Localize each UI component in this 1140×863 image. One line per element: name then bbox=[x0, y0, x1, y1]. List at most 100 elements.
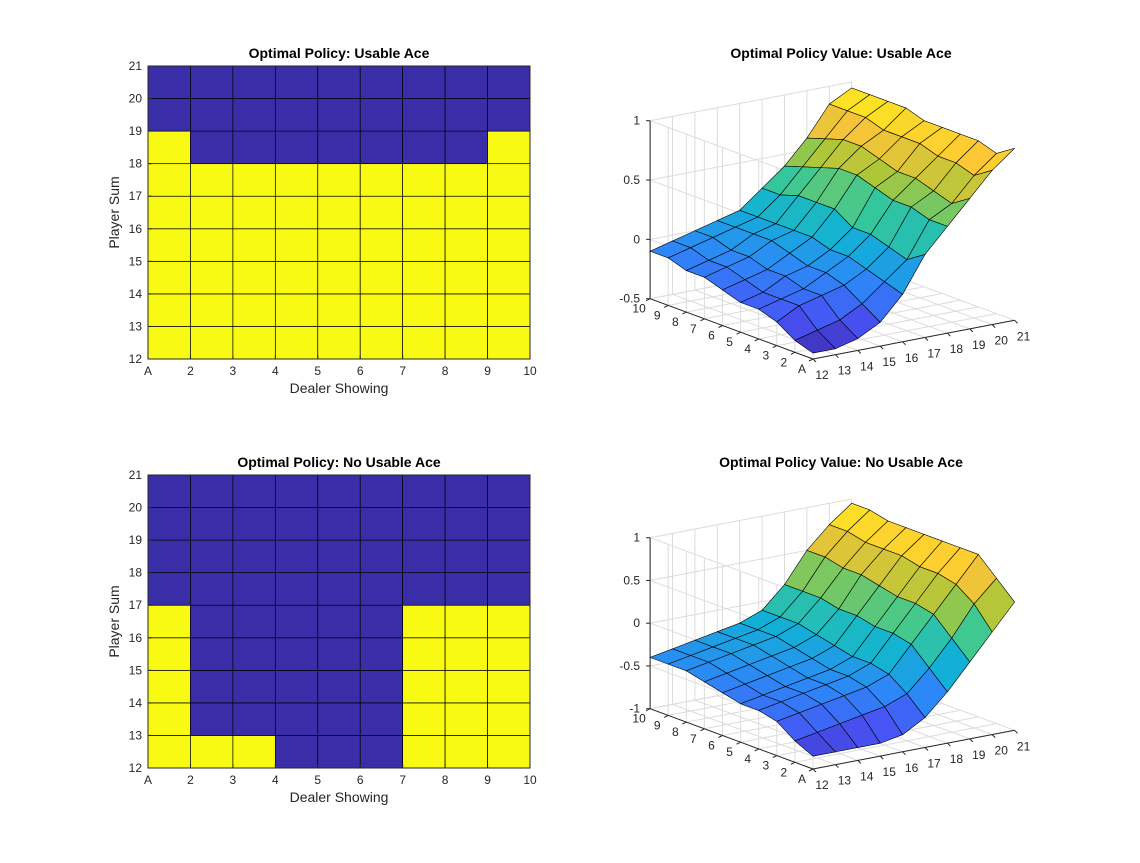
x-axis-line bbox=[812, 319, 1015, 360]
policy-cell bbox=[402, 130, 446, 165]
policy-cell bbox=[317, 130, 361, 165]
policy-cell bbox=[274, 539, 319, 574]
x-tick-mark bbox=[991, 324, 996, 328]
policy-cell bbox=[232, 572, 276, 606]
x-tick-label: 2 bbox=[187, 364, 194, 378]
policy-cell bbox=[147, 98, 191, 132]
y-tick-label: 5 bbox=[726, 335, 733, 349]
y-tick-label: 13 bbox=[129, 728, 143, 742]
policy-cell bbox=[274, 669, 319, 704]
x-tick-label: 16 bbox=[905, 351, 919, 365]
x-tick-label: 18 bbox=[950, 752, 964, 766]
policy-cell bbox=[487, 572, 531, 606]
policy-cell bbox=[402, 98, 446, 132]
y-tick-label: 18 bbox=[129, 566, 143, 580]
y-tick-mark bbox=[718, 735, 723, 738]
policy-cell bbox=[487, 604, 531, 639]
policy-cell bbox=[274, 474, 319, 508]
policy-cell bbox=[359, 326, 404, 360]
x-tick-label: 7 bbox=[399, 364, 406, 378]
policy-cell bbox=[402, 539, 446, 574]
policy-cell bbox=[147, 507, 191, 541]
policy-cell bbox=[402, 735, 446, 769]
y-tick-mark bbox=[682, 311, 687, 315]
z-tick-label: 0.5 bbox=[623, 173, 640, 187]
x-tick-mark bbox=[969, 738, 974, 743]
policy-cell bbox=[487, 228, 531, 262]
x-tick-label: 8 bbox=[442, 364, 449, 378]
x-tick-label: 21 bbox=[1017, 739, 1031, 753]
x-tick-mark bbox=[902, 751, 906, 756]
z-tick-label: 0 bbox=[633, 616, 640, 630]
policy-cell bbox=[444, 65, 488, 99]
y-tick-label: 21 bbox=[129, 468, 143, 482]
policy-cell bbox=[274, 637, 319, 671]
policy-cell bbox=[402, 195, 446, 230]
policy-cell bbox=[444, 260, 488, 295]
y-tick-label: 15 bbox=[129, 254, 143, 268]
policy-cell bbox=[487, 260, 531, 295]
policy-cell bbox=[444, 130, 488, 165]
policy-cell bbox=[232, 735, 276, 769]
policy-cell bbox=[190, 98, 234, 132]
policy-cell bbox=[317, 195, 361, 230]
x-tick-label: 3 bbox=[230, 773, 237, 787]
x-tick-label: 13 bbox=[838, 364, 852, 378]
x-tick-label: 9 bbox=[484, 773, 491, 787]
policy-cell bbox=[317, 604, 361, 639]
x-tick-label: 17 bbox=[927, 757, 941, 771]
x-tick-label: 19 bbox=[972, 748, 986, 762]
y-tick-mark bbox=[754, 748, 759, 752]
policy-cell bbox=[444, 326, 488, 360]
x-tick-label: 12 bbox=[815, 368, 829, 382]
x-axis-line bbox=[812, 729, 1015, 770]
policy-cell bbox=[274, 507, 319, 541]
policy-cell bbox=[444, 293, 488, 327]
x-tick-mark bbox=[947, 742, 951, 747]
policy-cell bbox=[147, 228, 191, 262]
policy-cell bbox=[487, 735, 531, 769]
x-tick-label: 17 bbox=[927, 347, 941, 361]
policy-cell bbox=[232, 98, 276, 132]
y-tick-label: 20 bbox=[129, 92, 143, 106]
z-tick-label: 1 bbox=[633, 531, 640, 545]
policy-cell bbox=[147, 669, 191, 704]
policy-cell bbox=[190, 228, 234, 262]
y-tick-label: 4 bbox=[744, 342, 751, 356]
x-tick-mark bbox=[857, 760, 862, 764]
y-tick-label: A bbox=[798, 772, 806, 786]
y-tick-mark bbox=[700, 318, 705, 322]
y-axis-label: Player Sum bbox=[106, 176, 122, 248]
policy-cell bbox=[487, 507, 531, 541]
policy-cell bbox=[402, 326, 446, 360]
x-tick-mark bbox=[924, 337, 929, 341]
x-tick-label: 14 bbox=[860, 769, 874, 783]
x-tick-label: 5 bbox=[314, 773, 321, 787]
z-tick-label: -1 bbox=[629, 702, 640, 716]
policy-cell bbox=[232, 474, 276, 508]
y-tick-label: 9 bbox=[654, 718, 661, 732]
y-tick-label: 3 bbox=[762, 759, 769, 773]
x-tick-label: 7 bbox=[399, 773, 406, 787]
policy-cell bbox=[190, 195, 234, 230]
policy-cell bbox=[402, 474, 446, 508]
y-tick-mark bbox=[682, 721, 687, 725]
policy-cell bbox=[274, 130, 319, 165]
policy-cell bbox=[190, 507, 234, 541]
policy-cell bbox=[487, 163, 531, 197]
x-tick-label: 10 bbox=[523, 773, 537, 787]
y-tick-mark bbox=[754, 338, 759, 342]
y-tick-mark bbox=[663, 304, 669, 308]
y-axis-line bbox=[649, 708, 814, 770]
policy-cell bbox=[232, 293, 276, 327]
policy-cell bbox=[190, 474, 234, 508]
x-tick-label: 6 bbox=[357, 364, 364, 378]
plot-frame bbox=[147, 474, 531, 769]
policy-cell bbox=[317, 228, 361, 262]
policy-cell bbox=[147, 195, 191, 230]
y-tick-label: 10 bbox=[632, 302, 646, 316]
y-tick-label: 15 bbox=[129, 663, 143, 677]
chart-title: Optimal Policy: Usable Ace bbox=[249, 45, 430, 61]
